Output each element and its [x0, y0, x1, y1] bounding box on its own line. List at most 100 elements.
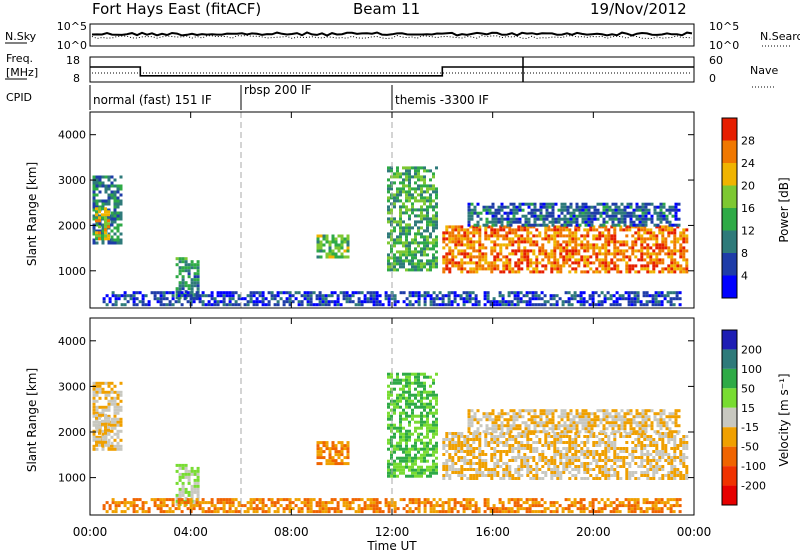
velocity-echo-cell	[354, 498, 358, 502]
velocity-echo-cell	[617, 430, 621, 434]
velocity-echo-cell	[547, 468, 551, 471]
velocity-echo-cell	[631, 453, 635, 456]
velocity-echo-cell	[529, 477, 533, 480]
power-echo-cell	[447, 294, 451, 298]
velocity-echo-cell	[578, 421, 582, 425]
power-echo-cell	[178, 269, 182, 273]
velocity-echo-cell	[159, 504, 163, 508]
power-echo-cell	[524, 202, 528, 206]
velocity-echo-cell	[193, 490, 197, 494]
velocity-echo-cell	[463, 435, 467, 438]
power-range-tick-2000: 2000	[58, 219, 86, 232]
velocity-echo-region-1	[95, 413, 110, 447]
velocity-echo-cell	[334, 450, 338, 454]
velocity-echo-cell	[423, 507, 427, 511]
velocity-echo-cell	[472, 441, 476, 444]
power-echo-cell	[550, 264, 554, 268]
velocity-echo-cell	[420, 420, 423, 424]
velocity-echo-cell	[607, 444, 611, 447]
power-echo-cell	[598, 261, 602, 265]
power-echo-cell	[435, 244, 438, 248]
velocity-echo-cell	[613, 453, 617, 456]
power-echo-cell	[192, 300, 196, 304]
velocity-echo-cell	[216, 510, 220, 514]
power-echo-cell	[95, 181, 99, 185]
velocity-echo-cell	[607, 447, 611, 450]
velocity-echo-cell	[607, 459, 611, 462]
power-echo-cell	[551, 205, 555, 209]
velocity-echo-cell	[147, 507, 151, 511]
velocity-echo-cell	[466, 450, 470, 453]
power-echo-cell	[207, 303, 211, 307]
velocity-echo-cell	[222, 510, 226, 514]
power-echo-cell	[520, 258, 524, 262]
power-echo-cell	[623, 208, 627, 212]
power-echo-cell	[396, 187, 399, 191]
velocity-echo-cell	[529, 450, 533, 453]
velocity-echo-cell	[328, 459, 332, 463]
velocity-echo-cell	[563, 424, 567, 428]
power-echo-cell	[107, 217, 111, 221]
power-echo-cell	[414, 208, 417, 212]
power-echo-cell	[599, 223, 603, 227]
power-echo-cell	[574, 240, 578, 244]
power-echo-cell	[414, 256, 417, 260]
velocity-echo-cell	[562, 462, 566, 465]
velocity-echo-cell	[505, 462, 509, 465]
velocity-echo-cell	[565, 453, 569, 456]
power-echo-cell	[611, 211, 615, 215]
velocity-echo-cell	[545, 409, 549, 413]
velocity-echo-cell	[360, 510, 364, 514]
velocity-echo-cell	[337, 462, 341, 466]
power-echo-cell	[557, 217, 561, 221]
power-echo-cell	[574, 234, 578, 238]
velocity-echo-cell	[610, 468, 614, 471]
velocity-echo-cell	[484, 441, 488, 444]
velocity-echo-cell	[463, 468, 467, 471]
velocity-echo-cell	[649, 441, 653, 444]
power-echo-cell	[249, 300, 253, 304]
velocity-echo-cell	[264, 504, 268, 508]
power-echo-cell	[585, 300, 589, 304]
power-echo-cell	[336, 297, 340, 301]
velocity-echo-cell	[508, 477, 512, 480]
power-echo-cell	[101, 226, 105, 230]
power-echo-cell	[595, 243, 599, 247]
velocity-echo-cell	[508, 447, 512, 450]
power-echo-cell	[460, 252, 464, 256]
power-echo-cell	[183, 294, 187, 298]
velocity-echo-cell	[481, 462, 485, 465]
power-echo-cell	[231, 297, 235, 301]
velocity-echo-cell	[652, 477, 656, 480]
velocity-echo-cell	[622, 447, 626, 450]
power-echo-cell	[637, 234, 641, 238]
power-echo-cell	[569, 223, 573, 227]
power-echo-cell	[483, 303, 487, 307]
velocity-echo-cell	[556, 465, 560, 468]
noise-search-trace	[91, 34, 693, 40]
power-echo-cell	[303, 291, 307, 295]
power-echo-cell	[584, 202, 588, 206]
velocity-echo-cell	[514, 459, 518, 462]
velocity-echo-cell	[288, 504, 292, 508]
power-echo-cell	[490, 267, 494, 271]
power-echo-cell	[675, 294, 679, 298]
power-echo-cell	[655, 240, 659, 244]
power-echo-cell	[451, 258, 455, 262]
power-echo-cell	[604, 237, 608, 241]
power-echo-cell	[414, 196, 417, 200]
velocity-echo-cell	[557, 427, 561, 431]
power-echo-cell	[485, 223, 489, 227]
power-echo-cell	[568, 258, 572, 262]
power-echo-cell	[487, 237, 491, 241]
power-echo-cell	[646, 252, 650, 256]
velocity-echo-cell	[402, 408, 405, 412]
power-echo-cell	[493, 267, 497, 271]
power-echo-cell	[141, 294, 145, 298]
velocity-echo-cell	[550, 468, 554, 471]
power-echo-cell	[539, 208, 543, 212]
velocity-echo-cell	[411, 411, 414, 415]
power-echo-cell	[590, 205, 594, 209]
velocity-echo-cell	[682, 459, 686, 462]
power-echo-cell	[411, 256, 414, 260]
